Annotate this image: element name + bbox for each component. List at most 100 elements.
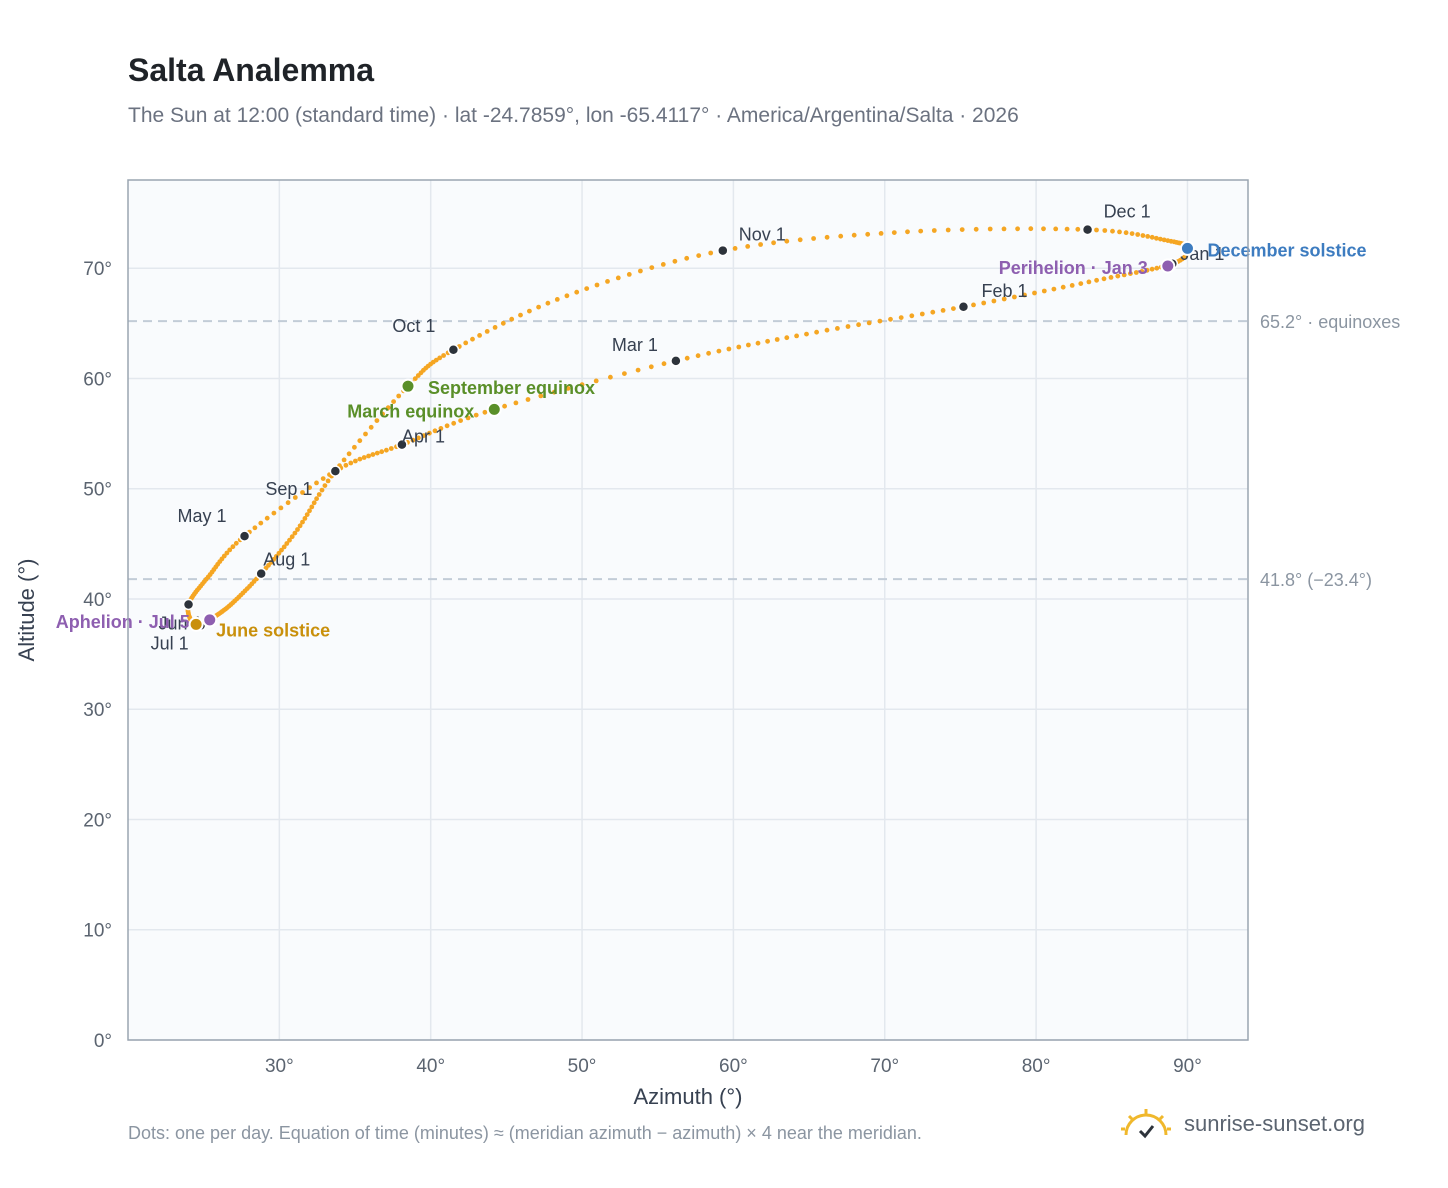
daily-sun-dot xyxy=(384,447,389,453)
daily-sun-dot xyxy=(363,431,368,437)
event-marker xyxy=(188,616,204,632)
daily-sun-dot xyxy=(285,500,291,506)
month-marker-label: Dec 1 xyxy=(1104,202,1151,222)
daily-sun-dot xyxy=(797,237,803,243)
y-tick-label: 10° xyxy=(83,921,112,942)
daily-sun-dot xyxy=(284,541,290,546)
event-label: June solstice xyxy=(216,620,330,640)
daily-sun-dot xyxy=(716,348,722,354)
daily-sun-dot xyxy=(622,371,627,376)
month-marker xyxy=(396,438,408,451)
daily-sun-dot xyxy=(444,423,450,429)
y-tick-label: 50° xyxy=(83,480,112,501)
daily-sun-dot xyxy=(307,508,312,514)
daily-sun-dot xyxy=(1154,265,1160,271)
daily-sun-dot xyxy=(684,355,690,361)
y-tick-label: 20° xyxy=(83,810,112,831)
reference-line-label: 65.2° · equinoxes xyxy=(1260,312,1400,332)
daily-sun-dot xyxy=(1015,226,1020,232)
daily-sun-dot xyxy=(851,232,857,238)
x-tick-label: 80° xyxy=(1022,1056,1051,1077)
daily-sun-dot xyxy=(638,268,643,274)
daily-sun-dot xyxy=(320,476,326,481)
y-axis-title: Altitude (°) xyxy=(14,559,39,662)
daily-sun-dot xyxy=(919,311,925,317)
daily-sun-dot xyxy=(233,540,239,546)
daily-sun-dot xyxy=(1145,234,1151,239)
daily-sun-dot xyxy=(594,282,600,288)
x-tick-label: 70° xyxy=(870,1056,899,1077)
daily-sun-dot xyxy=(1078,281,1084,286)
daily-sun-dot xyxy=(1154,235,1159,241)
brand-name: sunrise-sunset.org xyxy=(1184,1111,1365,1136)
daily-sun-dot xyxy=(463,340,469,346)
daily-sun-dot xyxy=(1041,288,1047,294)
daily-sun-dot xyxy=(1001,296,1007,302)
daily-sun-dot xyxy=(746,342,751,348)
daily-sun-dot xyxy=(930,309,936,315)
daily-sun-dot xyxy=(316,492,322,497)
event-label: Perihelion · Jan 3 xyxy=(999,258,1148,278)
event-marker xyxy=(400,378,416,394)
month-marker-label: Feb 1 xyxy=(981,281,1027,301)
daily-sun-dot xyxy=(1123,230,1129,236)
daily-sun-dot xyxy=(513,400,519,406)
x-tick-label: 60° xyxy=(719,1056,748,1077)
daily-sun-dot xyxy=(278,505,284,511)
daily-sun-dot xyxy=(427,430,432,436)
daily-sun-dot xyxy=(343,462,349,468)
daily-sun-dot xyxy=(554,297,560,302)
daily-sun-dot xyxy=(940,308,946,313)
daily-sun-dot xyxy=(352,444,357,450)
plot-background xyxy=(128,180,1248,1040)
daily-sun-dot xyxy=(309,504,315,510)
y-tick-label: 0° xyxy=(94,1031,112,1052)
event-marker xyxy=(486,401,502,417)
daily-sun-dot xyxy=(370,452,376,457)
daily-sun-dot xyxy=(551,389,557,395)
chart-title: Salta Analemma xyxy=(128,52,375,88)
daily-sun-dot xyxy=(856,322,861,328)
daily-sun-dot xyxy=(835,326,840,331)
daily-sun-dot xyxy=(361,455,367,460)
daily-sun-dot xyxy=(525,397,531,402)
daily-sun-dot xyxy=(1110,228,1115,234)
daily-sun-dot xyxy=(230,544,236,550)
daily-sun-dot xyxy=(289,534,295,540)
daily-sun-dot xyxy=(672,258,678,264)
x-axis-title: Azimuth (°) xyxy=(633,1084,742,1109)
daily-sun-dot xyxy=(1094,227,1099,233)
daily-sun-dot xyxy=(518,312,523,318)
daily-sun-dot xyxy=(973,226,979,232)
daily-sun-dot xyxy=(295,527,300,532)
daily-sun-dot xyxy=(368,424,374,430)
daily-sun-dot xyxy=(1028,226,1034,232)
daily-sun-dot xyxy=(391,399,396,404)
daily-sun-dot xyxy=(865,231,871,237)
daily-sun-dot xyxy=(292,495,298,500)
month-marker xyxy=(717,244,729,257)
daily-sun-dot xyxy=(348,460,354,466)
daily-sun-dot xyxy=(732,246,738,251)
daily-sun-dot xyxy=(845,324,851,329)
daily-sun-dot xyxy=(1022,292,1027,298)
daily-sun-dot xyxy=(1129,231,1135,237)
x-tick-label: 50° xyxy=(568,1056,597,1077)
daily-sun-dot xyxy=(1041,226,1046,232)
daily-sun-dot xyxy=(736,344,742,350)
daily-sun-dot xyxy=(465,415,471,421)
daily-sun-dot xyxy=(536,304,541,310)
daily-sun-dot xyxy=(706,350,711,356)
brand[interactable]: sunrise-sunset.org xyxy=(1120,1104,1365,1144)
daily-sun-dot xyxy=(1051,286,1057,292)
month-marker xyxy=(1081,223,1094,236)
daily-sun-dot xyxy=(905,229,910,235)
daily-sun-dot xyxy=(304,512,310,517)
daily-sun-dot xyxy=(579,382,585,388)
daily-sun-dot xyxy=(482,409,488,415)
event-marker xyxy=(202,612,218,628)
daily-sun-dot xyxy=(473,412,479,418)
daily-sun-dot xyxy=(374,450,380,456)
daily-sun-dot xyxy=(774,337,780,342)
